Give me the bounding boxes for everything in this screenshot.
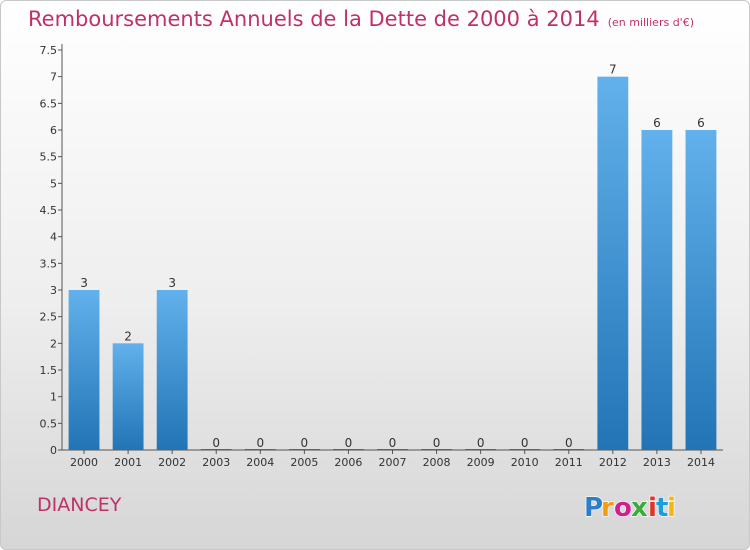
chart-labels: 3 2000 2 2001 3 2002 0 2003 0 2004 0 2005 0 2006 0 2007… bbox=[70, 63, 715, 469]
x-tick-label-2007: 2007 bbox=[379, 456, 407, 469]
x-tick-label-2011: 2011 bbox=[555, 456, 583, 469]
y-tick-label: 0.5 bbox=[40, 417, 58, 430]
y-tick-label: 3.5 bbox=[40, 257, 58, 270]
data-label-2007: 0 bbox=[389, 436, 397, 450]
y-tick-label: 4 bbox=[50, 231, 57, 244]
y-tick-label: 5.5 bbox=[40, 151, 58, 164]
y-tick-label: 7.5 bbox=[40, 44, 58, 57]
x-tick-label-2006: 2006 bbox=[334, 456, 362, 469]
chart-title-text: Remboursements Annuels de la Dette de 20… bbox=[28, 7, 600, 31]
bar-2013 bbox=[641, 130, 673, 450]
logo-letter: t bbox=[656, 493, 668, 523]
data-label-2000: 3 bbox=[80, 276, 88, 290]
x-tick-label-2012: 2012 bbox=[599, 456, 627, 469]
y-tick-label: 1.5 bbox=[40, 364, 58, 377]
data-label-2009: 0 bbox=[477, 436, 485, 450]
data-label-2004: 0 bbox=[256, 436, 264, 450]
x-tick-label-2013: 2013 bbox=[643, 456, 671, 469]
x-tick-label-2000: 2000 bbox=[70, 456, 98, 469]
data-label-2005: 0 bbox=[301, 436, 309, 450]
y-tick-label: 1 bbox=[50, 391, 57, 404]
logo-letter: o bbox=[614, 493, 632, 523]
logo-letter: r bbox=[601, 493, 614, 523]
proxiti-logo-art: Pr o x i ti bbox=[583, 492, 676, 523]
data-label-2006: 0 bbox=[345, 436, 353, 450]
data-label-2001: 2 bbox=[124, 329, 132, 343]
y-tick-label: 3 bbox=[50, 284, 57, 297]
chart-subtitle: (en milliers d'€) bbox=[607, 16, 694, 29]
logo-letter: x bbox=[631, 493, 648, 523]
x-tick-label-2003: 2003 bbox=[202, 456, 230, 469]
chart-bars bbox=[68, 76, 717, 451]
data-label-2011: 0 bbox=[565, 436, 573, 450]
bar-2000 bbox=[68, 290, 100, 450]
bar-2012 bbox=[597, 76, 629, 451]
data-label-2014: 6 bbox=[697, 116, 705, 130]
y-tick-label: 6.5 bbox=[40, 97, 58, 110]
y-tick-label: 4.5 bbox=[40, 204, 58, 217]
y-tick-label: 5 bbox=[50, 177, 57, 190]
y-tick-label: 2.5 bbox=[40, 311, 58, 324]
bar-2001 bbox=[112, 343, 144, 450]
data-label-2013: 6 bbox=[653, 116, 661, 130]
x-tick-label-2010: 2010 bbox=[511, 456, 539, 469]
data-label-2008: 0 bbox=[433, 436, 441, 450]
bar-2014 bbox=[685, 130, 717, 450]
logo-letter: i bbox=[648, 493, 657, 523]
y-tick-label: 0 bbox=[50, 444, 57, 457]
x-tick-label-2004: 2004 bbox=[246, 456, 274, 469]
logo-letter: P bbox=[584, 493, 603, 523]
data-label-2002: 3 bbox=[168, 276, 176, 290]
x-tick-label-2005: 2005 bbox=[290, 456, 318, 469]
y-tick-label: 2 bbox=[50, 337, 57, 350]
x-tick-label-2014: 2014 bbox=[687, 456, 715, 469]
x-tick-label-2002: 2002 bbox=[158, 456, 186, 469]
bar-2002 bbox=[156, 290, 188, 450]
y-tick-label: 6 bbox=[50, 124, 57, 137]
logo-letter: i bbox=[667, 493, 676, 523]
chart-title: Remboursements Annuels de la Dette de 20… bbox=[28, 7, 694, 31]
data-label-2010: 0 bbox=[521, 436, 529, 450]
y-tick-label: 7 bbox=[50, 71, 57, 84]
data-label-2012: 7 bbox=[609, 63, 617, 77]
commune-name: DIANCEY bbox=[37, 494, 122, 516]
chart-axes: 0 0.5 1 1.5 2 2.5 3 3.5 4 4.5 5 5.5 6 6.5 7 7.5 bbox=[40, 44, 723, 457]
data-label-2003: 0 bbox=[212, 436, 220, 450]
x-tick-label-2009: 2009 bbox=[467, 456, 495, 469]
x-tick-label-2001: 2001 bbox=[114, 456, 142, 469]
x-tick-label-2008: 2008 bbox=[423, 456, 451, 469]
